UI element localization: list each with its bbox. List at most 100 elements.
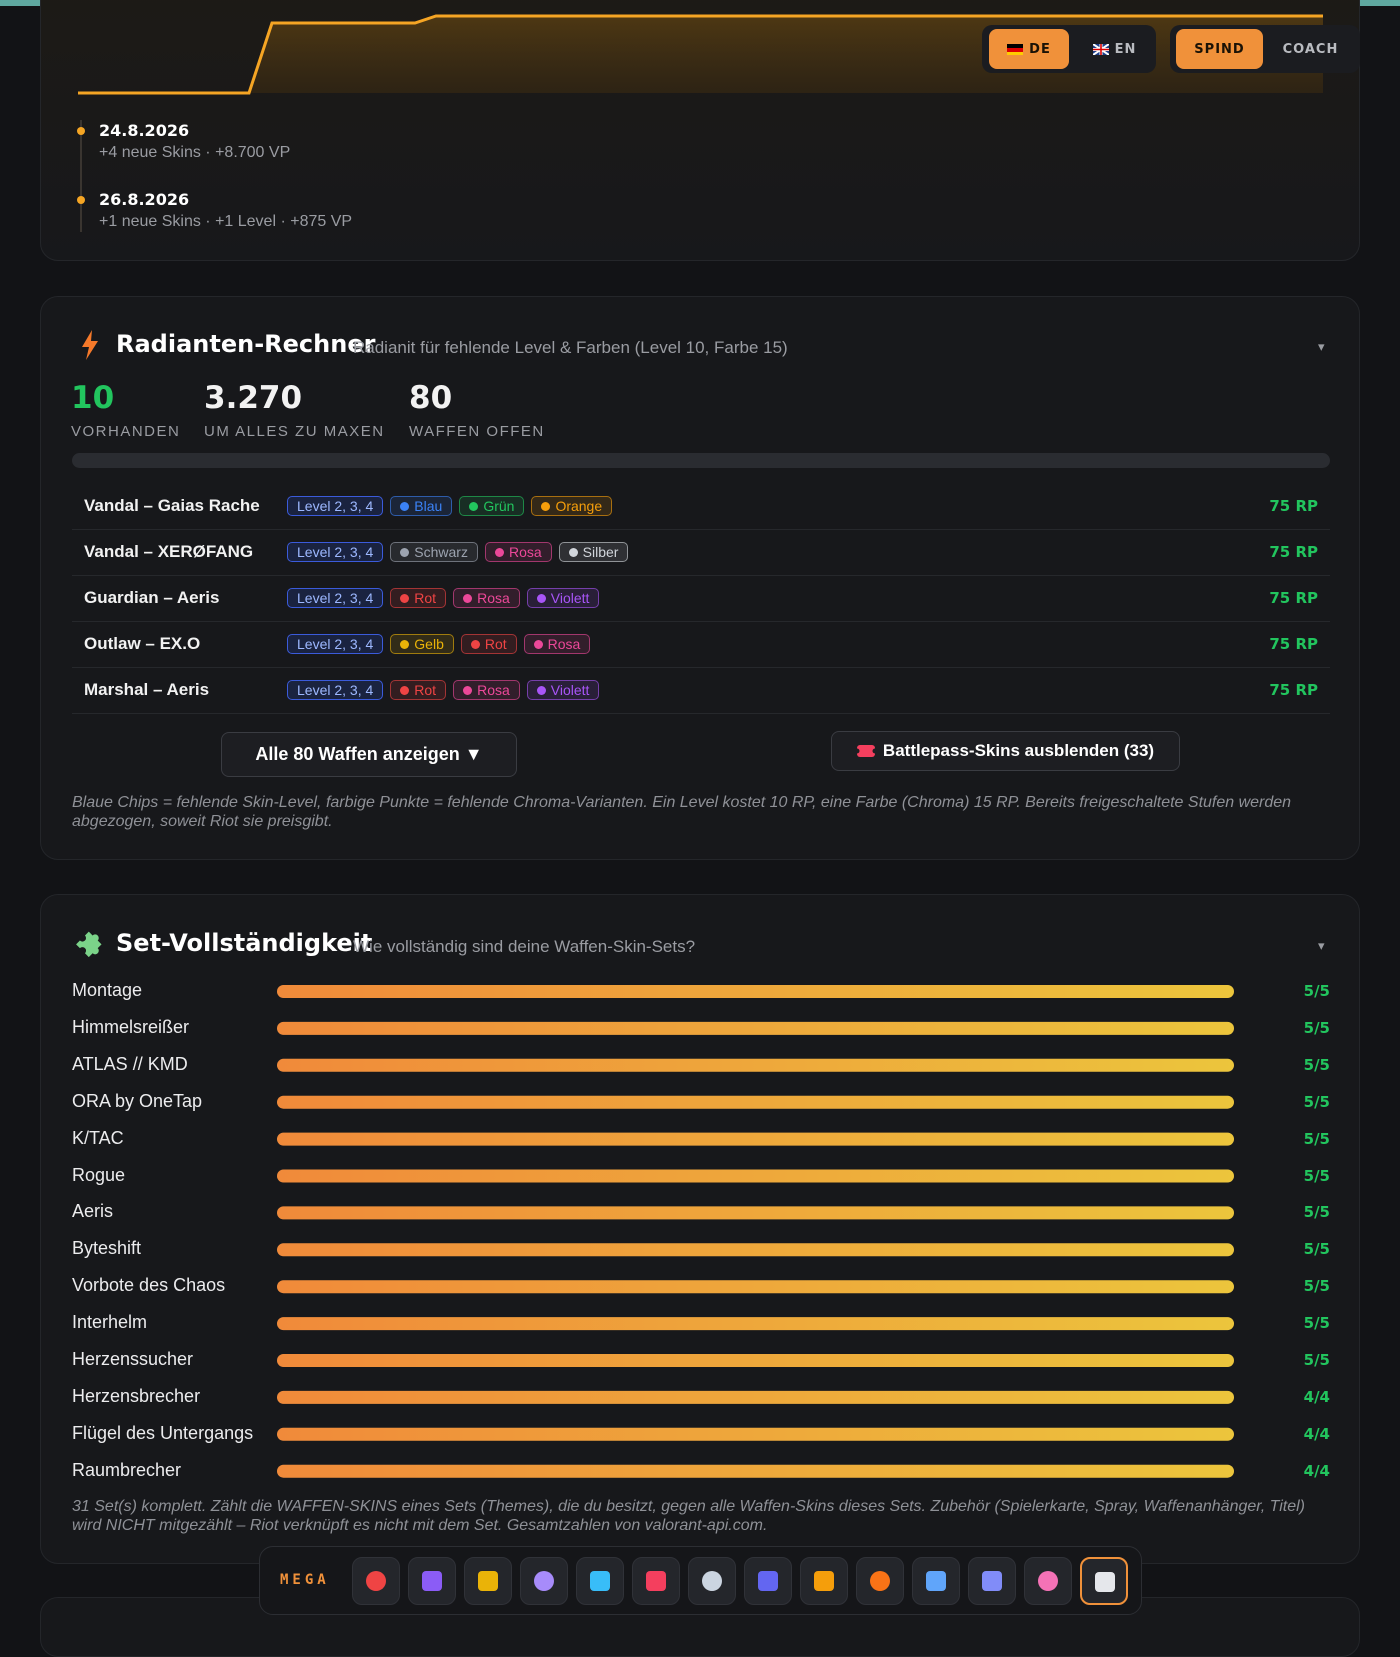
row-cost: 75 RP — [1269, 589, 1318, 607]
set-progress: 5/5 — [1303, 1277, 1330, 1296]
nav-label: COACH — [1282, 41, 1339, 57]
dock-item[interactable] — [632, 1557, 680, 1605]
dock-label: MEGA — [280, 1572, 330, 1588]
chroma-label: Schwarz — [414, 544, 468, 560]
dock-item[interactable] — [800, 1557, 848, 1605]
stat-value: 80 — [409, 380, 453, 416]
lang-de[interactable]: DE — [989, 29, 1069, 69]
dock-icon — [422, 1571, 442, 1591]
nav-spind[interactable]: SPIND — [1176, 29, 1263, 69]
dock-icon — [758, 1571, 778, 1591]
row-cost: 75 RP — [1269, 681, 1318, 699]
chroma-dot — [536, 593, 546, 603]
dock-item[interactable] — [520, 1557, 568, 1605]
chip-list: Level 2, 3, 4 Gelb Rot Rosa — [287, 634, 591, 654]
dock-item[interactable] — [912, 1557, 960, 1605]
chroma-dot — [400, 685, 410, 695]
dock-item[interactable] — [1080, 1557, 1128, 1605]
timeline-date: 24.8.2026 — [99, 121, 190, 140]
set-name: Raumbrecher — [72, 1459, 182, 1480]
set-progress: 5/5 — [1303, 1129, 1330, 1148]
chip-list: Level 2, 3, 4 Schwarz Rosa Silber — [287, 542, 629, 562]
dock-item[interactable] — [688, 1557, 736, 1605]
chroma-label: Grün — [483, 498, 515, 514]
set-progress: 5/5 — [1303, 1314, 1330, 1333]
dock-item[interactable] — [744, 1557, 792, 1605]
row-cost: 75 RP — [1269, 543, 1318, 561]
chroma-chip: Silber — [558, 542, 629, 562]
set-name: Herzensbrecher — [72, 1385, 201, 1406]
dock-item[interactable] — [856, 1557, 904, 1605]
level-chip: Level 2, 3, 4 — [287, 680, 384, 700]
dock-item[interactable] — [464, 1557, 512, 1605]
chroma-dot — [400, 547, 410, 557]
chroma-dot — [568, 547, 578, 557]
dock-item[interactable] — [352, 1557, 400, 1605]
set-name: Montage — [72, 980, 143, 1000]
dock-item[interactable] — [1024, 1557, 1072, 1605]
weapon-name: Vandal – Gaias Rache — [84, 496, 260, 515]
set-name: Himmelsreißer — [72, 1016, 189, 1037]
collapse-toggle[interactable]: ▾ — [1318, 340, 1325, 355]
chroma-label: Blau — [414, 498, 443, 514]
chroma-dot — [400, 639, 410, 649]
set-progress: 5/5 — [1303, 1092, 1330, 1111]
weapon-name: Outlaw – EX.O — [84, 634, 201, 653]
row-cost: 75 RP — [1269, 497, 1318, 515]
timeline-detail: +4 neue Skins · +8.700 VP — [99, 144, 291, 161]
progress-track — [72, 453, 1330, 468]
stat-label: UM ALLES ZU MAXEN — [204, 423, 385, 440]
set-name: ORA by OneTap — [72, 1090, 203, 1111]
show-all-button[interactable]: Alle 80 Waffen anzeigen ▼ — [221, 732, 517, 777]
set-bar — [277, 1169, 1234, 1183]
dock-item[interactable] — [408, 1557, 456, 1605]
stat-value: 10 — [71, 380, 115, 416]
section-subtitle: Wie vollständig sind deine Waffen-Skin-S… — [353, 937, 696, 956]
chroma-dot — [470, 639, 480, 649]
weapon-row: Vandal – Gaias Rache Level 2, 3, 4 Blau Grü… — [72, 484, 1330, 530]
chroma-label: Orange — [555, 498, 603, 514]
dock-icon — [1095, 1572, 1115, 1592]
stat-label: VORHANDEN — [71, 423, 181, 440]
chroma-dot — [463, 685, 473, 695]
dock-icon — [814, 1571, 834, 1591]
chroma-label: Rosa — [477, 590, 510, 606]
dock-icon — [702, 1571, 722, 1591]
chroma-chip: Rot — [460, 634, 517, 654]
timeline-date: 26.8.2026 — [99, 190, 190, 209]
set-progress: 5/5 — [1303, 1055, 1330, 1074]
chip-list: Level 2, 3, 4 Blau Grün Orange — [287, 496, 613, 516]
chroma-chip: Rosa — [453, 680, 520, 700]
set-progress: 5/5 — [1303, 1240, 1330, 1259]
stat-label: WAFFEN OFFEN — [409, 423, 545, 440]
nav-coach[interactable]: COACH — [1273, 29, 1348, 69]
dock-icon — [926, 1571, 946, 1591]
chroma-chip: Orange — [531, 496, 613, 516]
chroma-label: Rot — [484, 636, 507, 652]
set-name: Vorbote des Chaos — [72, 1275, 226, 1296]
chroma-chip: Rot — [390, 680, 447, 700]
set-bar — [277, 1058, 1234, 1072]
battlepass-button[interactable]: Battlepass-Skins ausblenden (33) — [831, 731, 1180, 771]
lang-en[interactable]: EN — [1078, 29, 1151, 69]
set-bar — [277, 1317, 1234, 1331]
dock-icon — [366, 1571, 386, 1591]
dock-item[interactable] — [576, 1557, 624, 1605]
section-title: Radianten-Rechner — [116, 330, 376, 358]
set-name: Rogue — [72, 1164, 126, 1185]
chroma-dot — [463, 593, 473, 603]
set-bar — [277, 985, 1234, 998]
chip-list: Level 2, 3, 4 Rot Rosa Violett — [287, 680, 600, 700]
weapon-name: Guardian – Aeris — [84, 588, 220, 607]
set-progress: 4/4 — [1303, 1424, 1330, 1443]
set-progress: 5/5 — [1303, 982, 1330, 1000]
chroma-dot — [400, 501, 410, 511]
nav-label: SPIND — [1194, 41, 1245, 57]
weapon-row: Marshal – Aeris Level 2, 3, 4 Rot Rosa Viole… — [72, 668, 1330, 714]
row-cost: 75 RP — [1269, 635, 1318, 653]
level-chip: Level 2, 3, 4 — [287, 588, 384, 608]
dock-item[interactable] — [968, 1557, 1016, 1605]
flag-en — [1092, 43, 1109, 55]
collapse-toggle[interactable]: ▾ — [1318, 939, 1325, 954]
